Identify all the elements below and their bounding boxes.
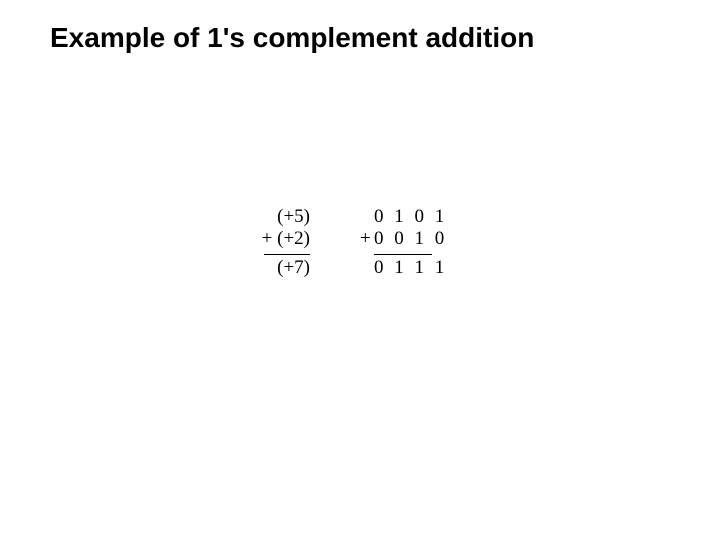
binary-operand-2-digits: 0 0 1 0 [374,228,447,249]
result-row: (+7) 0 1 1 1 [220,257,450,279]
decimal-operand-2: (+2) [277,228,310,249]
binary-result-digits: 0 1 1 1 [374,257,447,278]
decimal-operand-1: (+5) [220,206,310,228]
operand-row-2: + (+2) +0 0 1 0 [220,228,450,250]
decimal-result: (+7) [220,257,310,279]
operand-row-1: (+5) 0 1 0 1 [220,206,450,228]
binary-sign-spacer [360,206,374,228]
decimal-operand-2-wrap: + (+2) [220,228,310,250]
binary-result: 0 1 1 1 [360,257,450,279]
slide: Example of 1's complement addition (+5) … [0,0,720,540]
decimal-plus-sign: + [262,228,273,249]
binary-operand-1: 0 1 0 1 [360,206,450,228]
binary-operand-2: +0 0 1 0 [360,228,450,250]
sum-rule-row [220,252,450,256]
slide-title: Example of 1's complement addition [50,22,534,54]
addition-example: (+5) 0 1 0 1 + (+2) +0 0 1 0 (+7) 0 [220,206,450,279]
binary-sign-spacer [360,257,374,279]
binary-operand-1-digits: 0 1 0 1 [374,206,447,227]
binary-plus-sign: + [360,228,374,250]
